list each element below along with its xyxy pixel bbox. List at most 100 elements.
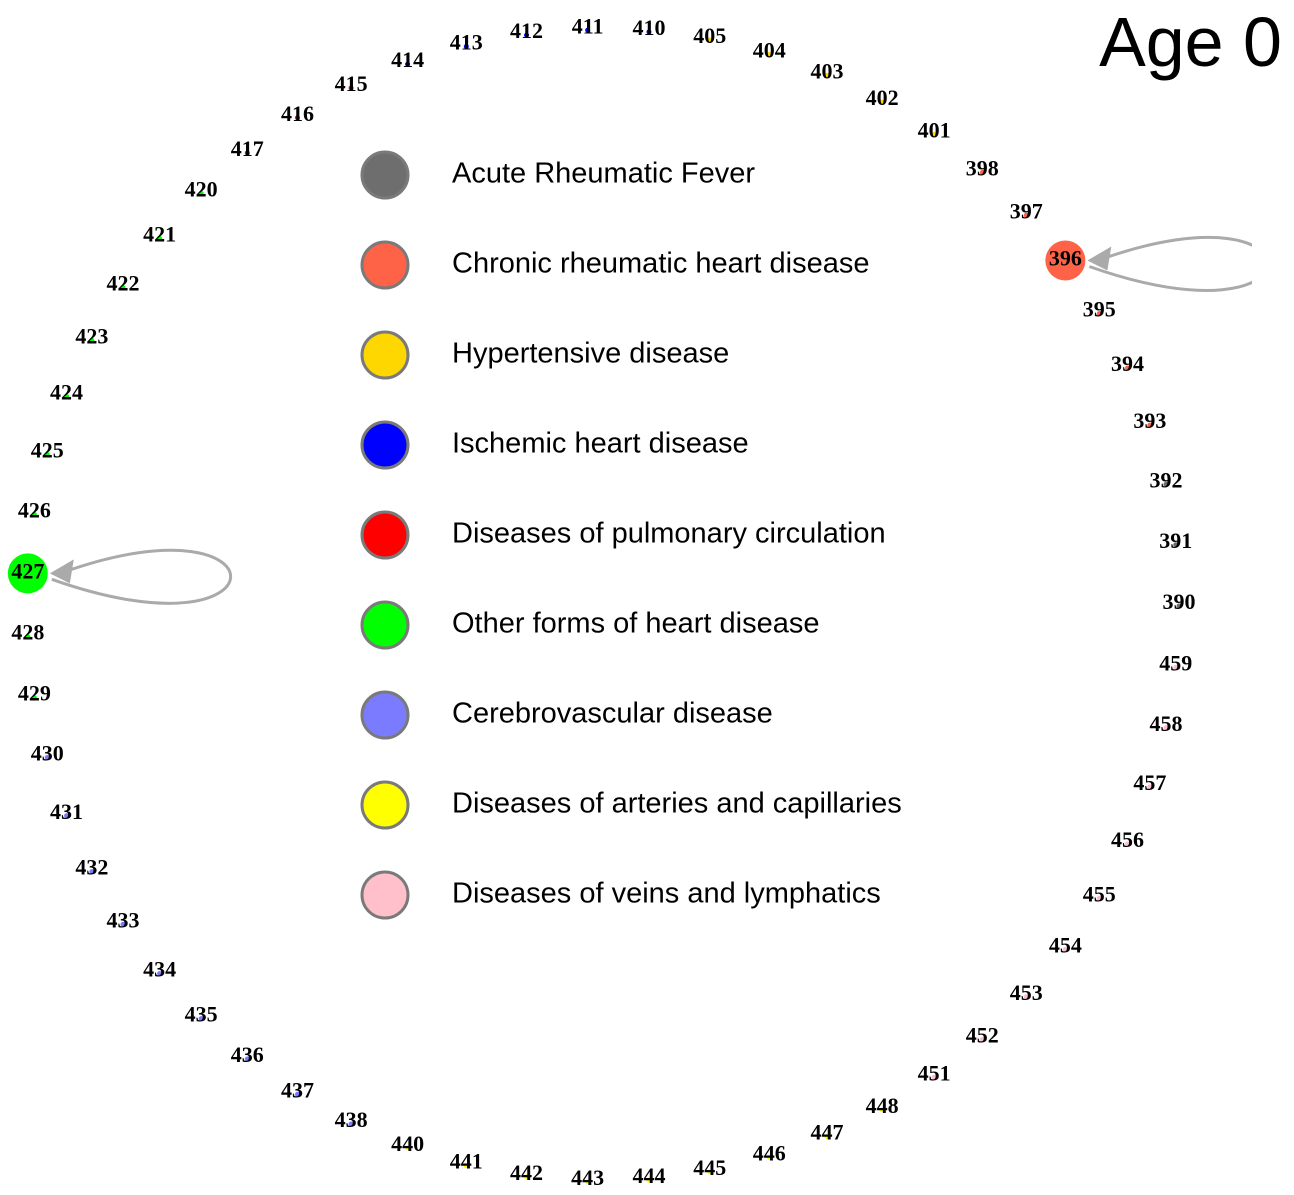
node-label: 416 [281,101,314,126]
node-label: 451 [918,1060,951,1085]
node-dot [824,72,830,78]
legend-swatch [360,510,410,560]
node-dot [64,393,70,399]
node-dot [198,1016,204,1022]
node-dot [1163,481,1169,487]
node-label: 393 [1133,408,1166,433]
legend-swatch [360,420,410,470]
node-dot [120,285,126,291]
node-label: 458 [1149,711,1182,736]
node-label: 420 [185,176,218,201]
node-label: 390 [1163,589,1196,614]
node-label: 437 [281,1077,314,1102]
node-dot [1062,947,1068,953]
legend-swatch [360,780,410,830]
node-dot [64,813,70,819]
legend-swatch [360,600,410,650]
node-dot [931,132,937,138]
node-label: 459 [1159,650,1192,675]
node-dot [707,1169,713,1175]
node-dot [1163,725,1169,731]
node-dot [348,85,354,91]
node-label: 452 [966,1023,999,1048]
node-label: 391 [1159,528,1192,553]
node-label: 410 [632,15,665,40]
legend-label: Ischemic heart disease [452,428,749,460]
node-label: 425 [31,437,64,462]
node-label: 457 [1133,770,1166,795]
node-label: 424 [50,379,83,404]
node-dot [348,1121,354,1127]
node-label: 401 [918,118,951,143]
node-label: 427 [11,558,44,583]
node-dot [646,29,652,35]
node-dot [1173,542,1179,548]
node-dot [120,921,126,927]
node-label: 422 [107,271,140,296]
node-dot [89,869,95,875]
legend-swatch [360,330,410,380]
node-label: 394 [1111,351,1144,376]
node-dot [585,27,591,33]
legend-label: Other forms of heart disease [452,608,820,640]
node-label: 441 [450,1149,483,1174]
node-label: 436 [231,1042,264,1067]
node-dot [244,1056,250,1062]
legend-label: Diseases of arteries and capillaries [452,788,902,820]
node-label: 426 [18,497,51,522]
node-dot [646,1177,652,1183]
legend-swatch [360,150,410,200]
node-dot [585,1179,591,1185]
node-label: 404 [753,38,786,63]
node-label: 421 [143,221,176,246]
arrowhead [1087,246,1112,271]
node-dot [405,61,411,67]
node-dot [1023,212,1029,218]
node-dot [1125,841,1131,847]
node-label: 429 [18,681,51,706]
node-dot [1023,994,1029,1000]
node-dot [294,1091,300,1097]
node-dot [879,1107,885,1113]
node-label: 442 [510,1160,543,1185]
legend-swatch [360,690,410,740]
node-dot [44,451,50,457]
node-label: 398 [966,156,999,181]
node-dot [463,1163,469,1169]
legend-swatch [360,240,410,290]
node-label: 423 [75,323,108,348]
node-label: 392 [1149,467,1182,492]
legend-label: Diseases of pulmonary circulation [452,518,886,550]
node-dot [524,32,530,38]
node-dot [157,235,163,241]
node-dot [879,99,885,105]
self-loop [1088,235,1252,292]
node-dot [157,971,163,977]
node-dot [294,115,300,121]
node-dot [31,695,37,701]
node-label: 455 [1083,881,1116,906]
node-dot [1173,664,1179,670]
arrowhead [49,559,74,584]
title: Age 0 [1099,3,1282,81]
node-dot [1125,365,1131,371]
node-dot [1147,784,1153,790]
node-label: 445 [693,1155,726,1180]
node-label: 453 [1010,980,1043,1005]
node-label: 438 [335,1107,368,1132]
node-dot [824,1134,830,1140]
node-dot [463,43,469,49]
node-label: 402 [866,85,899,110]
node-label: 435 [185,1002,218,1027]
node-dot [1096,895,1102,901]
node-label: 444 [632,1163,665,1188]
legend: Acute Rheumatic Fever Chronic rheumatic h… [360,150,902,920]
node-label: 431 [50,799,83,824]
legend-label: Chronic rheumatic heart disease [452,248,869,280]
node-dot [766,52,772,58]
node-label: 397 [1010,198,1043,223]
node-dot [1176,603,1182,609]
node-label: 430 [31,741,64,766]
node-dot [766,1154,772,1160]
node-label: 413 [450,30,483,55]
